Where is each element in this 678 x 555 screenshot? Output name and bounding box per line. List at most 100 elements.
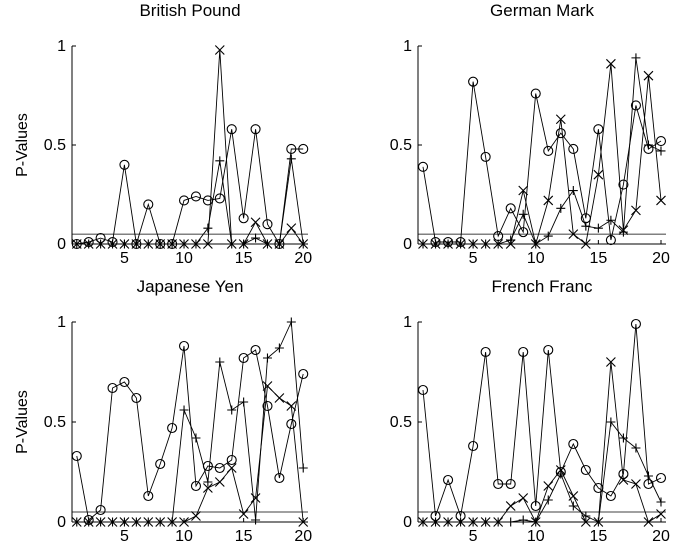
cross-marker	[107, 517, 118, 527]
x-tick-label: 5	[469, 250, 478, 267]
cross-marker	[580, 517, 591, 527]
cross-marker	[593, 169, 604, 180]
cross-marker	[95, 239, 106, 249]
plus-marker	[215, 156, 225, 166]
cross-marker	[262, 239, 273, 249]
cross-marker	[518, 185, 529, 196]
series-line-cross	[76, 385, 304, 523]
plus-marker	[606, 215, 616, 225]
circle-marker	[530, 88, 541, 99]
circle-marker	[214, 462, 225, 474]
cross-marker	[606, 58, 616, 69]
plus-marker	[227, 405, 237, 415]
cross-marker	[631, 205, 641, 216]
plus-marker	[643, 471, 653, 481]
cross-marker	[656, 195, 666, 206]
plus-marker	[286, 317, 296, 327]
cross-marker	[555, 114, 566, 125]
circle-marker	[274, 472, 285, 484]
cross-marker	[143, 517, 154, 527]
y-tick-label: 0.5	[44, 137, 66, 154]
x-tick-label: 15	[589, 250, 607, 267]
x-tick-label: 20	[652, 250, 670, 267]
circle-marker	[250, 344, 261, 356]
cross-marker	[555, 465, 566, 475]
cross-marker	[455, 239, 466, 249]
cross-marker	[443, 239, 453, 249]
plus-marker	[239, 397, 249, 407]
plus-marker	[215, 357, 225, 367]
cross-marker	[568, 491, 579, 501]
cross-marker	[443, 517, 453, 527]
cross-marker	[214, 45, 225, 55]
plus-marker	[568, 501, 578, 511]
circle-marker	[155, 458, 166, 470]
cross-marker	[83, 239, 94, 249]
circle-marker	[238, 213, 249, 224]
cross-marker	[202, 483, 213, 493]
circle-marker	[593, 124, 604, 135]
cross-marker	[530, 239, 541, 249]
chart-title: French Franc	[491, 277, 593, 296]
x-tick-label: 5	[120, 250, 129, 267]
cross-marker	[298, 239, 309, 249]
y-tick-label: 0	[403, 514, 412, 531]
cross-marker	[179, 239, 189, 249]
circle-marker	[143, 199, 154, 210]
cross-marker	[155, 239, 166, 249]
circle-marker	[238, 352, 249, 364]
cross-marker	[250, 217, 261, 228]
circle-marker	[226, 454, 237, 466]
cross-marker	[179, 517, 189, 527]
plus-marker	[262, 353, 272, 363]
x-tick-label: 20	[294, 528, 312, 545]
cross-marker	[468, 239, 478, 249]
cross-marker	[480, 239, 491, 249]
cross-marker	[580, 239, 591, 249]
circle-marker	[630, 318, 641, 330]
circle-marker	[655, 472, 667, 484]
cross-marker	[631, 479, 641, 489]
y-tick-label: 1	[403, 38, 412, 55]
chart-title: Japanese Yen	[137, 277, 244, 296]
plus-marker	[618, 433, 628, 443]
plus-marker	[251, 233, 261, 243]
x-tick-label: 10	[527, 250, 545, 267]
cross-marker	[430, 239, 441, 249]
x-tick-label: 5	[469, 528, 478, 545]
cross-marker	[131, 517, 142, 527]
circle-marker	[630, 100, 641, 111]
x-tick-label: 5	[120, 528, 129, 545]
cross-marker	[143, 239, 154, 249]
circle-marker	[555, 128, 566, 139]
series-line-plus	[76, 158, 304, 245]
circle-marker	[605, 490, 616, 502]
series-line-cross	[76, 49, 304, 245]
series-line-plus	[423, 57, 662, 245]
plus-marker	[643, 140, 653, 150]
circle-marker	[167, 422, 178, 434]
circle-marker	[493, 478, 504, 490]
cross-marker	[226, 239, 237, 249]
circle-marker	[298, 368, 309, 380]
y-tick-label: 0.5	[390, 137, 412, 154]
circle-marker	[417, 384, 429, 396]
x-tick-label: 10	[175, 250, 193, 267]
cross-marker	[543, 195, 554, 206]
circle-marker	[286, 143, 297, 155]
circle-marker	[480, 346, 491, 358]
cross-marker	[262, 381, 273, 391]
cross-marker	[71, 517, 82, 527]
cross-marker	[95, 517, 106, 527]
cross-marker	[286, 223, 297, 234]
cross-marker	[505, 239, 516, 249]
circle-marker	[580, 464, 591, 476]
circle-marker	[250, 124, 261, 135]
circle-marker	[190, 191, 202, 202]
plus-marker	[203, 477, 213, 487]
cross-marker	[167, 239, 178, 249]
cross-marker	[191, 239, 201, 249]
